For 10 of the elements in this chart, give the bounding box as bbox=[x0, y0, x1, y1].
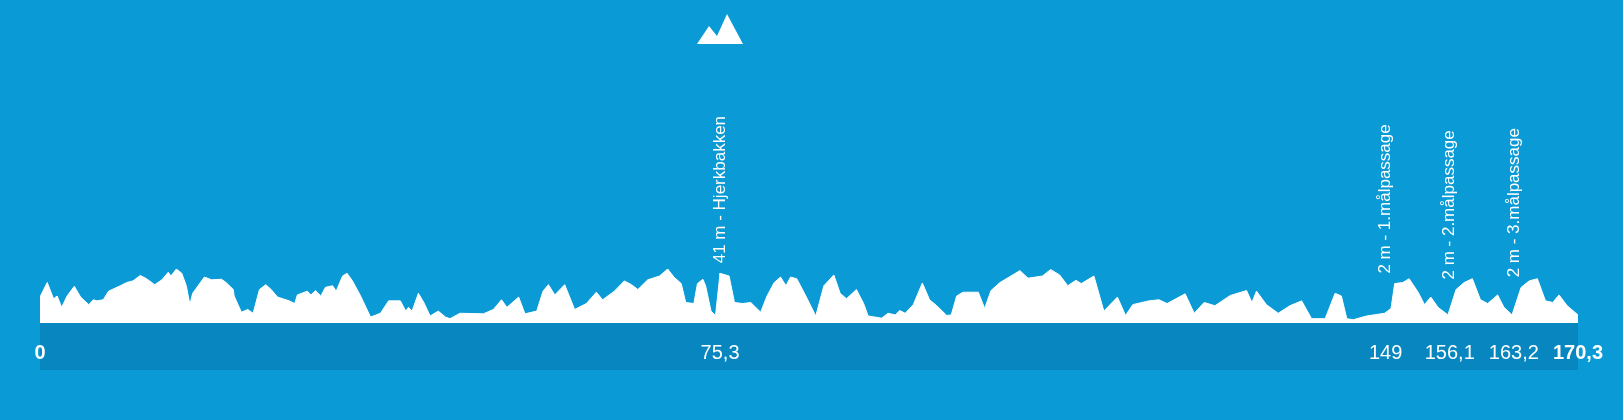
annotation: 2 m - 3.målpassage bbox=[1503, 128, 1523, 278]
annotation: 41 m - Hjerkbakken bbox=[709, 115, 729, 264]
x-tick-label: 149 bbox=[1368, 340, 1403, 363]
x-tick-label: 163,2 bbox=[1488, 340, 1539, 363]
annotation: 2 m - 1.målpassage bbox=[1375, 124, 1395, 274]
x-tick-label: 156,1 bbox=[1424, 340, 1475, 363]
x-tick-label: 170,3 bbox=[1552, 340, 1604, 363]
x-tick-label: 75,3 bbox=[700, 340, 740, 363]
x-tick-label: 0 bbox=[34, 340, 46, 363]
annotation: 2 m - 2.målpassage bbox=[1439, 130, 1459, 280]
